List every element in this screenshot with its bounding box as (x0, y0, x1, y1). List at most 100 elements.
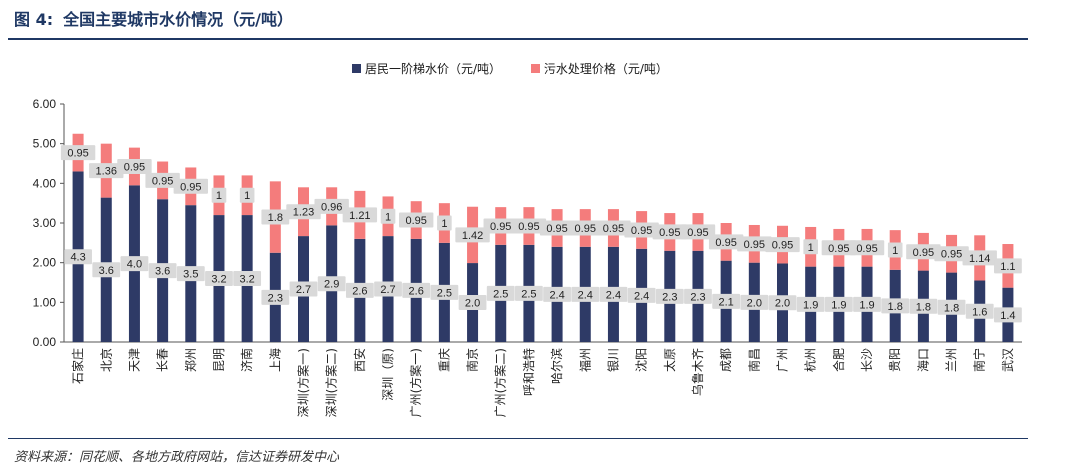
bottom-divider (8, 438, 1028, 439)
data-label-sewage: 0.96 (321, 201, 342, 213)
data-label-supply: 2.4 (549, 289, 564, 301)
stacked-bar-chart: 0.00 1.00 2.00 3.00 4.00 5.00 6.00 4.3 0.95 石家庄 3.… (33, 97, 1022, 417)
x-tick-label: 济南 (239, 348, 254, 372)
data-label-sewage-box (652, 224, 687, 240)
data-label-supply-box (120, 256, 149, 272)
figure-title: 图 4: 全国主要城市水价情况（元/吨） (14, 6, 293, 30)
x-tick-label: 北京 (99, 348, 113, 372)
data-label-supply-box (64, 249, 92, 265)
chart-legend: 居民一阶梯水价（元/吨） 污水处理价格（元/吨） (352, 60, 694, 77)
data-label-sewage-box (962, 250, 997, 266)
data-label-supply-box (176, 266, 205, 282)
x-tick-label: 深圳(方案二) (324, 348, 339, 417)
data-label-sewage: 0.95 (490, 221, 511, 233)
data-label-sewage: 0.95 (124, 161, 145, 173)
x-tick-label: 成都 (719, 348, 733, 372)
data-label-supply-box (599, 286, 628, 302)
data-label-sewage-box (934, 246, 969, 262)
data-label-supply: 4.3 (70, 252, 85, 264)
y-tick-label: 1.00 (33, 295, 57, 309)
data-label-sewage: 0.95 (828, 243, 849, 255)
data-label-supply-box (853, 296, 881, 312)
data-label-sewage-box (708, 234, 744, 250)
x-tick-label: 深圳(方案一) (296, 348, 311, 417)
data-label-sewage: 0.95 (405, 215, 426, 227)
data-label-sewage-box (455, 227, 490, 243)
data-label-supply-box (261, 289, 290, 305)
data-label-sewage: 1 (216, 190, 222, 202)
data-label-sewage-box (342, 207, 378, 223)
data-label-sewage: 1 (244, 190, 250, 202)
top-divider (8, 38, 1028, 40)
data-label-sewage: 0.95 (631, 225, 652, 237)
x-tick-label: 石家庄 (70, 348, 85, 384)
data-label-supply: 2.9 (324, 279, 339, 291)
data-label-supply: 2.6 (352, 285, 367, 297)
data-label-sewage: 1 (385, 211, 391, 223)
x-tick-label: 重庆 (437, 348, 451, 372)
data-label-supply-box (937, 299, 966, 315)
source-note: 资料来源：同花顺、各地方政府网站，信达证券研发中心 (14, 450, 340, 465)
data-label-sewage: 1.14 (969, 253, 990, 265)
data-label-supply: 3.2 (211, 274, 226, 286)
data-label-sewage: 0.95 (603, 223, 624, 235)
x-tick-label: 西安 (352, 348, 367, 372)
data-label-sewage: 0.95 (67, 148, 88, 160)
data-label-supply-box (740, 294, 769, 310)
data-label-sewage-box (211, 187, 227, 203)
x-tick-label: 南京 (465, 348, 480, 372)
x-tick-label: 南昌 (746, 348, 761, 372)
data-label-sewage-box (624, 222, 659, 238)
y-tick-label: 5.00 (33, 137, 57, 151)
y-tick-label: 4.00 (33, 176, 57, 190)
data-label-supply-box (655, 288, 684, 304)
data-label-sewage: 0.95 (856, 243, 877, 255)
data-label-supply-box (796, 296, 825, 312)
data-label-sewage-box (89, 163, 124, 179)
data-label-supply-box (712, 293, 741, 309)
figure-number: 图 4: (14, 10, 54, 29)
x-tick-label: 兰州 (945, 348, 959, 372)
data-label-sewage: 0.95 (546, 223, 567, 235)
legend-label-supply: 居民一阶梯水价（元/吨） (365, 62, 502, 76)
data-label-supply: 1.4 (1000, 310, 1015, 322)
x-tick-label: 广州(方案一) (408, 348, 423, 417)
legend-item-supply: 居民一阶梯水价（元/吨） (352, 60, 501, 77)
data-label-supply-box (543, 286, 571, 302)
data-label-supply: 2.1 (718, 296, 733, 308)
data-label-supply: 1.8 (888, 301, 903, 313)
x-tick-label: 上海 (267, 348, 282, 372)
legend-label-sewage: 污水处理价格（元/吨） (543, 62, 668, 76)
data-label-sewage: 1.23 (293, 207, 314, 219)
data-label-sewage: 0.95 (772, 240, 793, 252)
data-label-supply: 1.8 (944, 302, 959, 314)
x-tick-label: 哈尔滨 (549, 348, 564, 384)
data-label-supply: 3.2 (239, 274, 254, 286)
x-tick-label: 深圳（原) (381, 348, 395, 401)
data-label-sewage-box (117, 158, 152, 174)
y-tick-label: 3.00 (33, 216, 57, 230)
y-tick-label: 6.00 (33, 97, 57, 111)
data-label-supply: 1.6 (972, 306, 987, 318)
data-label-supply-box (965, 303, 994, 319)
data-label-supply-box (430, 284, 459, 300)
data-label-supply-box (345, 282, 374, 298)
x-tick-label: 福州 (577, 348, 592, 372)
data-label-sewage: 0.95 (744, 239, 765, 251)
data-label-sewage-box (994, 258, 1022, 274)
x-tick-label: 天津 (127, 348, 141, 372)
x-tick-label: 广州(方案二) (493, 348, 508, 417)
data-label-sewage: 1.42 (462, 230, 483, 242)
data-label-supply: 3.5 (183, 269, 198, 281)
data-label-sewage: 0.95 (687, 227, 708, 239)
data-label-sewage-box (60, 145, 96, 161)
data-label-sewage: 1 (808, 242, 814, 254)
data-label-supply: 2.0 (465, 298, 480, 310)
legend-swatch-supply (352, 64, 361, 73)
data-label-supply: 2.3 (268, 292, 283, 304)
data-label-supply: 2.3 (690, 291, 705, 303)
data-label-supply: 2.5 (437, 287, 452, 299)
data-label-sewage: 1.8 (268, 212, 283, 224)
x-tick-label: 海口 (915, 348, 930, 372)
x-tick-label: 贵阳 (888, 348, 902, 372)
